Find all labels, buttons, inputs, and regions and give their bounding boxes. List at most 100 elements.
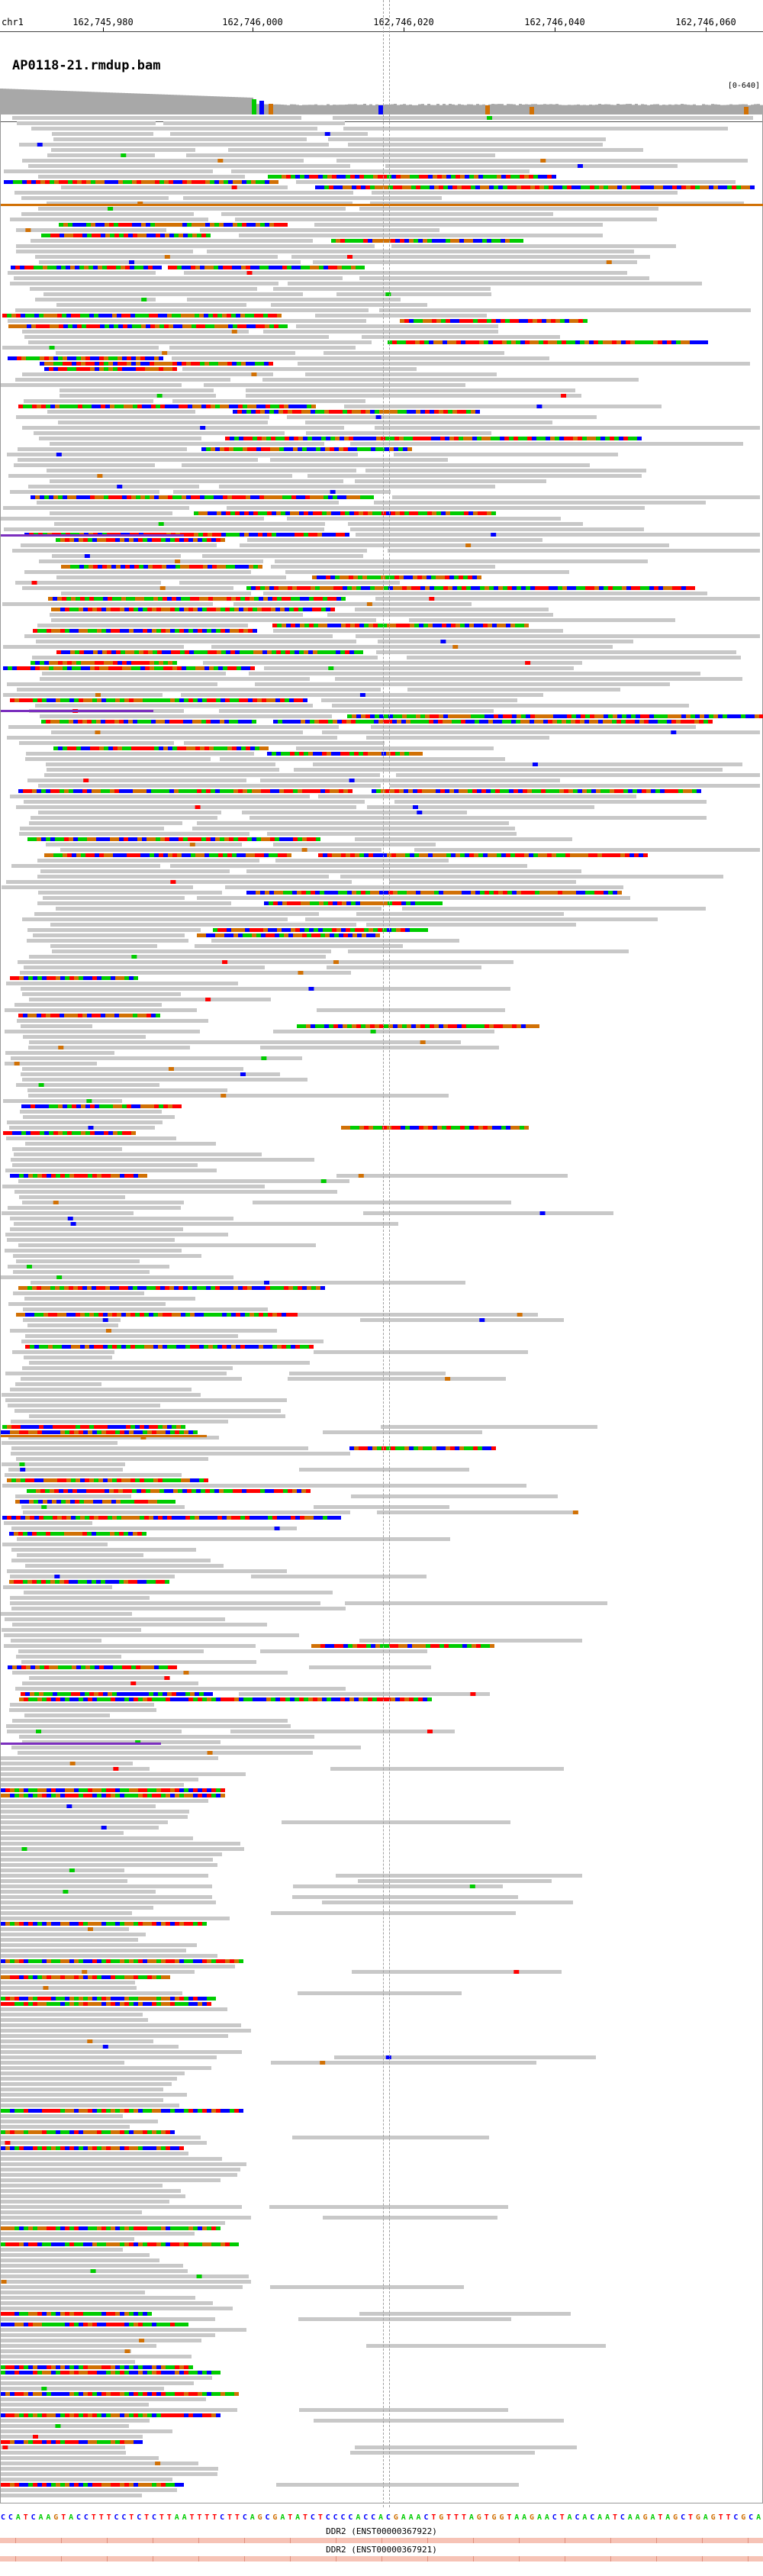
read-mismatch (330, 933, 334, 937)
coverage-bar (391, 104, 394, 114)
read-mismatch (161, 538, 166, 542)
read-mismatch (450, 239, 455, 243)
read (50, 479, 343, 483)
read-mismatch (95, 693, 101, 697)
read (367, 805, 594, 809)
coverage-bar (458, 104, 461, 114)
read-mismatch (343, 1644, 348, 1648)
read-mismatch (323, 597, 327, 601)
read-mismatch (128, 720, 133, 724)
read-mismatch (483, 624, 488, 627)
read-mismatch (160, 1580, 165, 1584)
read-mismatch (140, 1692, 144, 1696)
read-mismatch (101, 1922, 106, 1926)
read-mismatch (473, 239, 478, 243)
coverage-bar (662, 105, 665, 114)
read (28, 1046, 190, 1049)
coverage-bar (52, 90, 55, 114)
read-mismatch (264, 853, 269, 857)
read-mismatch (395, 1697, 400, 1701)
read-mismatch (510, 319, 514, 323)
read-mismatch (121, 565, 125, 569)
read-mismatch (251, 1489, 256, 1493)
coverage-bar (601, 104, 604, 114)
read-mismatch (415, 340, 420, 344)
read-mismatch (317, 650, 322, 654)
read-mismatch (56, 538, 60, 542)
read (286, 987, 510, 991)
read-mismatch (530, 185, 535, 189)
read-mismatch (215, 837, 220, 841)
read-mismatch (94, 1313, 98, 1317)
read-mismatch (466, 410, 471, 414)
coverage-bar (40, 89, 43, 114)
read-mismatch (90, 356, 95, 360)
read-mismatch (456, 175, 460, 179)
read-mismatch (39, 314, 43, 318)
coverage-bar (201, 95, 204, 114)
read-mismatch (480, 586, 485, 590)
track-name[interactable]: AP0118-21.rmdup.bam (8, 58, 166, 73)
read-mismatch (114, 1286, 119, 1290)
read-mismatch (417, 789, 422, 793)
alignment-reads-panel[interactable] (0, 114, 763, 2503)
coverage-bar (555, 104, 559, 114)
read-mismatch (497, 175, 501, 179)
read (306, 431, 491, 435)
read-mismatch (218, 666, 223, 670)
read-mismatch (253, 1697, 257, 1701)
read (5, 1062, 97, 1066)
read (21, 1024, 92, 1028)
read-mismatch (645, 714, 649, 718)
read-mismatch (122, 1104, 127, 1108)
read-mismatch (205, 1489, 210, 1493)
read-mismatch (60, 1794, 65, 1797)
read-mismatch (513, 437, 518, 440)
read-mismatch (170, 1430, 175, 1434)
read (376, 650, 736, 654)
read-mismatch (95, 1104, 99, 1108)
read-mismatch (188, 1430, 193, 1434)
read (1, 1911, 132, 1915)
read-mismatch (380, 447, 385, 451)
coverage-bar (549, 104, 552, 114)
read-mismatch (619, 437, 623, 440)
coverage-bar (439, 105, 443, 114)
read-mismatch (118, 1665, 122, 1669)
read-mismatch (364, 624, 369, 627)
track-header[interactable] (0, 55, 763, 122)
read-mismatch (64, 1286, 69, 1290)
read-mismatch (108, 1313, 112, 1317)
read-mismatch (95, 356, 99, 360)
read-mismatch (347, 586, 352, 590)
read-mismatch (40, 495, 44, 499)
read-mismatch (256, 1286, 261, 1290)
read-mismatch (108, 1516, 112, 1520)
read-mismatch (241, 666, 246, 670)
coverage-bar (400, 104, 403, 114)
read-mismatch (182, 266, 186, 269)
read-mismatch (124, 1532, 128, 1536)
read-mismatch (536, 437, 541, 440)
read-mismatch (63, 495, 67, 499)
read-mismatch (479, 1318, 485, 1322)
read (1, 1804, 156, 1808)
read-mismatch (5, 1430, 10, 1434)
read-mismatch (339, 447, 343, 451)
read (38, 175, 245, 179)
read-mismatch (197, 234, 201, 237)
read-mismatch (152, 1922, 156, 1926)
read-mismatch (65, 1959, 69, 1963)
coverage-bar (31, 89, 34, 114)
read-mismatch (212, 650, 217, 654)
read-mismatch (530, 1024, 535, 1028)
read-mismatch (217, 533, 221, 537)
read-mismatch (142, 720, 146, 724)
read (17, 1553, 143, 1557)
read-mismatch (165, 837, 169, 841)
coverage-track[interactable] (0, 84, 763, 114)
read-mismatch (55, 1580, 60, 1584)
read-mismatch (137, 1580, 142, 1584)
read-mismatch (185, 314, 190, 318)
read-mismatch (20, 1468, 26, 1472)
